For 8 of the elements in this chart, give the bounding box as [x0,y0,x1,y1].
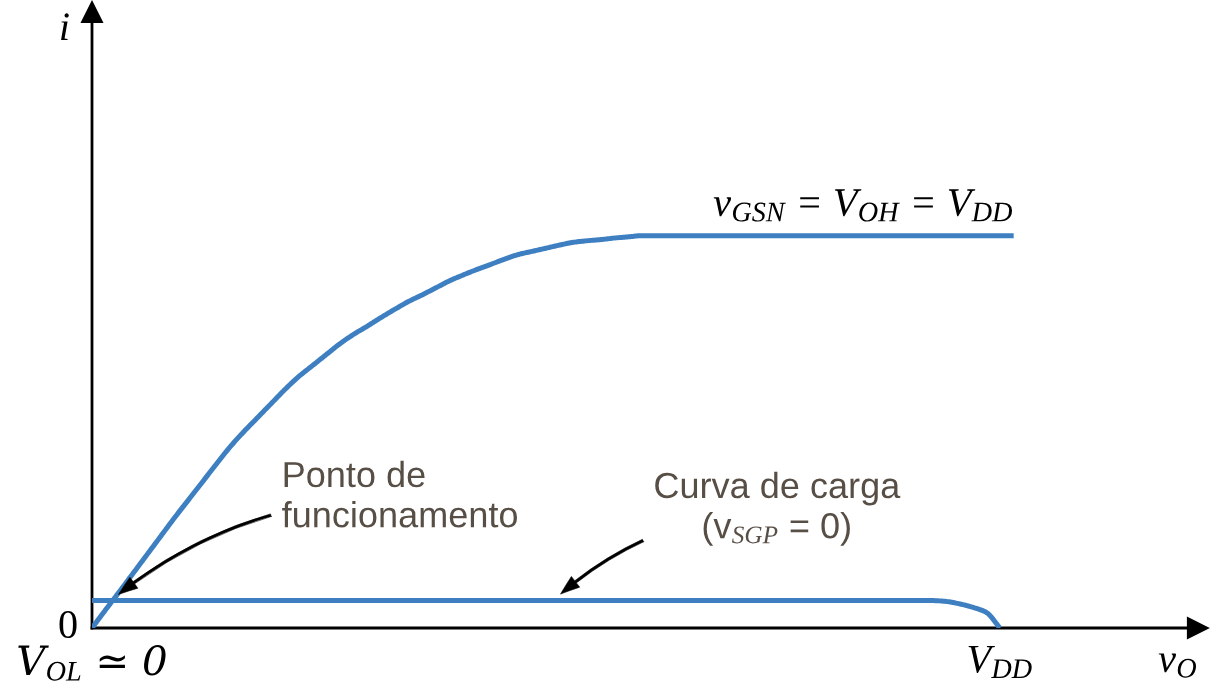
text: 0 [59,610,77,639]
x-tick-label: V$_{DD}$ [968,646,1032,679]
x-axis-title: v$_{O}$ [1158,653,1197,678]
series-label: v$_{GSN}$ = V$_{OH}$ = V$_{DD}$ [713,189,1013,222]
x-tick-label: V$_{OL}$ ≃ 0 [18,645,166,681]
annotation: Curva de carga (v$_{SGP}$ = 0) [655,471,901,546]
annotation: Ponto de funcionamento [282,460,518,528]
y-axis-title: i [61,13,69,40]
